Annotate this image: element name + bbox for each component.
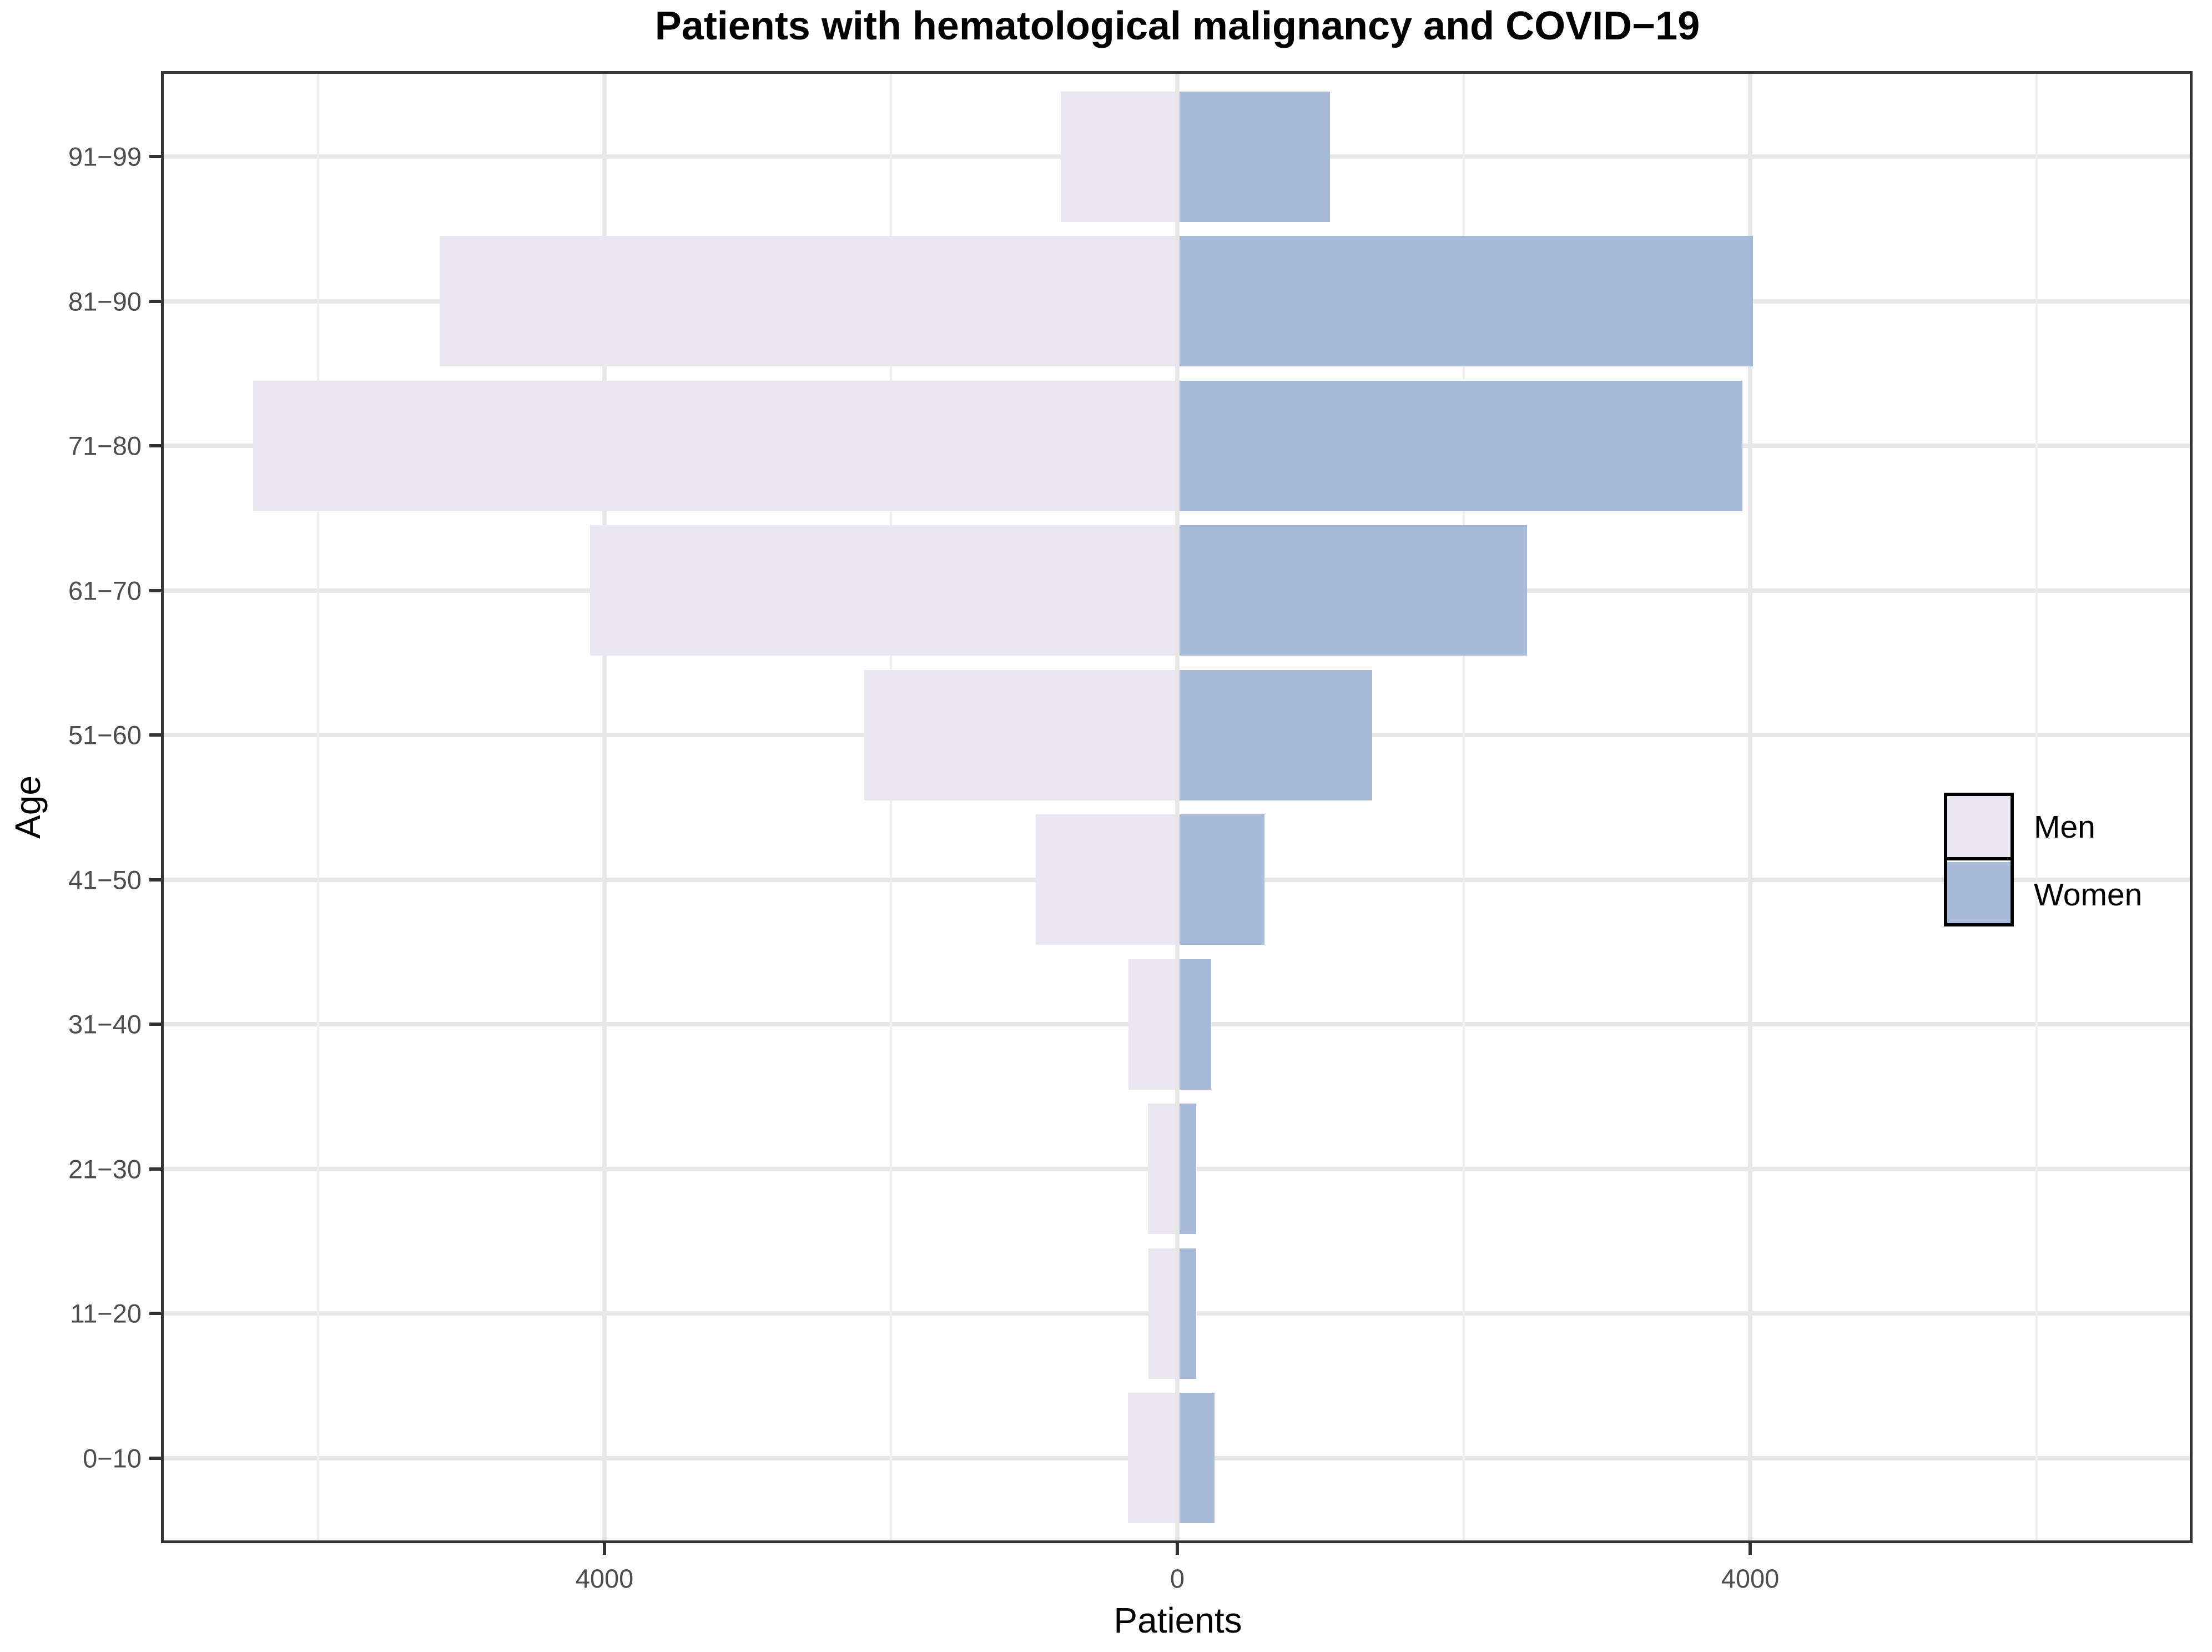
y-axis-tick — [149, 1167, 161, 1171]
bar-men-81−90 — [440, 236, 1175, 366]
legend-keys-box — [1944, 793, 2014, 926]
legend-label-men: Men — [2034, 809, 2095, 845]
plot-panel-border — [161, 71, 2193, 1543]
y-axis-tick-label: 81−90 — [68, 286, 142, 316]
bar-women-41−50 — [1180, 814, 1265, 945]
gridline-vertical-major — [602, 73, 607, 1541]
bar-women-31−40 — [1180, 959, 1211, 1090]
bar-men-0−10 — [1127, 1393, 1175, 1523]
x-axis-tick — [1176, 1543, 1179, 1555]
y-axis-tick — [149, 588, 161, 592]
legend-key-women-swatch — [1947, 862, 2011, 923]
bar-men-11−20 — [1148, 1248, 1175, 1379]
x-axis-tick-label: 4000 — [575, 1564, 634, 1593]
legend-key-men-swatch — [1947, 796, 2011, 857]
bar-women-51−60 — [1180, 669, 1372, 800]
gridline-vertical-minor — [317, 73, 319, 1541]
y-axis-title: Age — [8, 775, 48, 839]
y-axis-tick — [149, 1312, 161, 1315]
y-axis-tick-label: 21−30 — [68, 1154, 142, 1183]
bar-men-91−99 — [1060, 91, 1175, 222]
x-axis-tick — [603, 1543, 606, 1555]
y-axis-tick-label: 91−99 — [68, 142, 142, 172]
y-axis-tick — [149, 878, 161, 882]
bar-men-71−80 — [253, 380, 1175, 511]
y-axis-tick — [149, 155, 161, 158]
x-axis-tick-label: 4000 — [1721, 1564, 1780, 1593]
y-axis-tick — [149, 1023, 161, 1026]
legend-key-divider-gap — [1947, 860, 2011, 862]
y-axis-tick — [149, 733, 161, 737]
y-axis-tick — [149, 444, 161, 447]
bar-women-61−70 — [1180, 525, 1527, 656]
y-axis-tick-label: 71−80 — [68, 431, 142, 461]
y-axis-tick-label: 31−40 — [68, 1009, 142, 1039]
y-axis-tick-label: 61−70 — [68, 576, 142, 605]
chart-title: Patients with hematological malignancy a… — [654, 4, 1700, 48]
y-axis-tick-label: 11−20 — [70, 1298, 142, 1328]
gridline-vertical-major — [1175, 73, 1180, 1541]
bar-men-61−70 — [590, 525, 1175, 656]
gridline-vertical-minor — [1463, 73, 1465, 1541]
bar-women-71−80 — [1180, 380, 1742, 511]
gridline-vertical-major — [1748, 73, 1752, 1541]
y-axis-tick-label: 0−10 — [83, 1443, 142, 1473]
y-axis-tick — [149, 299, 161, 303]
bar-women-91−99 — [1180, 91, 1330, 222]
x-axis-tick — [1749, 1543, 1752, 1555]
y-axis-tick-label: 51−60 — [68, 720, 142, 750]
bar-men-21−30 — [1148, 1104, 1175, 1234]
x-axis-title: Patients — [1113, 1600, 1242, 1640]
bar-women-0−10 — [1180, 1393, 1215, 1523]
bar-men-41−50 — [1035, 814, 1175, 945]
bar-women-21−30 — [1180, 1104, 1196, 1234]
gridline-vertical-minor — [2035, 73, 2038, 1541]
x-axis-tick-label: 0 — [1170, 1564, 1185, 1593]
bar-women-11−20 — [1180, 1248, 1196, 1379]
legend-label-women: Women — [2034, 877, 2143, 913]
bar-women-81−90 — [1180, 236, 1754, 366]
y-axis-tick-label: 41−50 — [68, 865, 142, 894]
y-axis-tick — [149, 1456, 161, 1460]
bar-men-51−60 — [864, 669, 1175, 800]
gridline-vertical-minor — [890, 73, 892, 1541]
bar-men-31−40 — [1128, 959, 1175, 1090]
legend-key-divider — [1947, 857, 2011, 860]
